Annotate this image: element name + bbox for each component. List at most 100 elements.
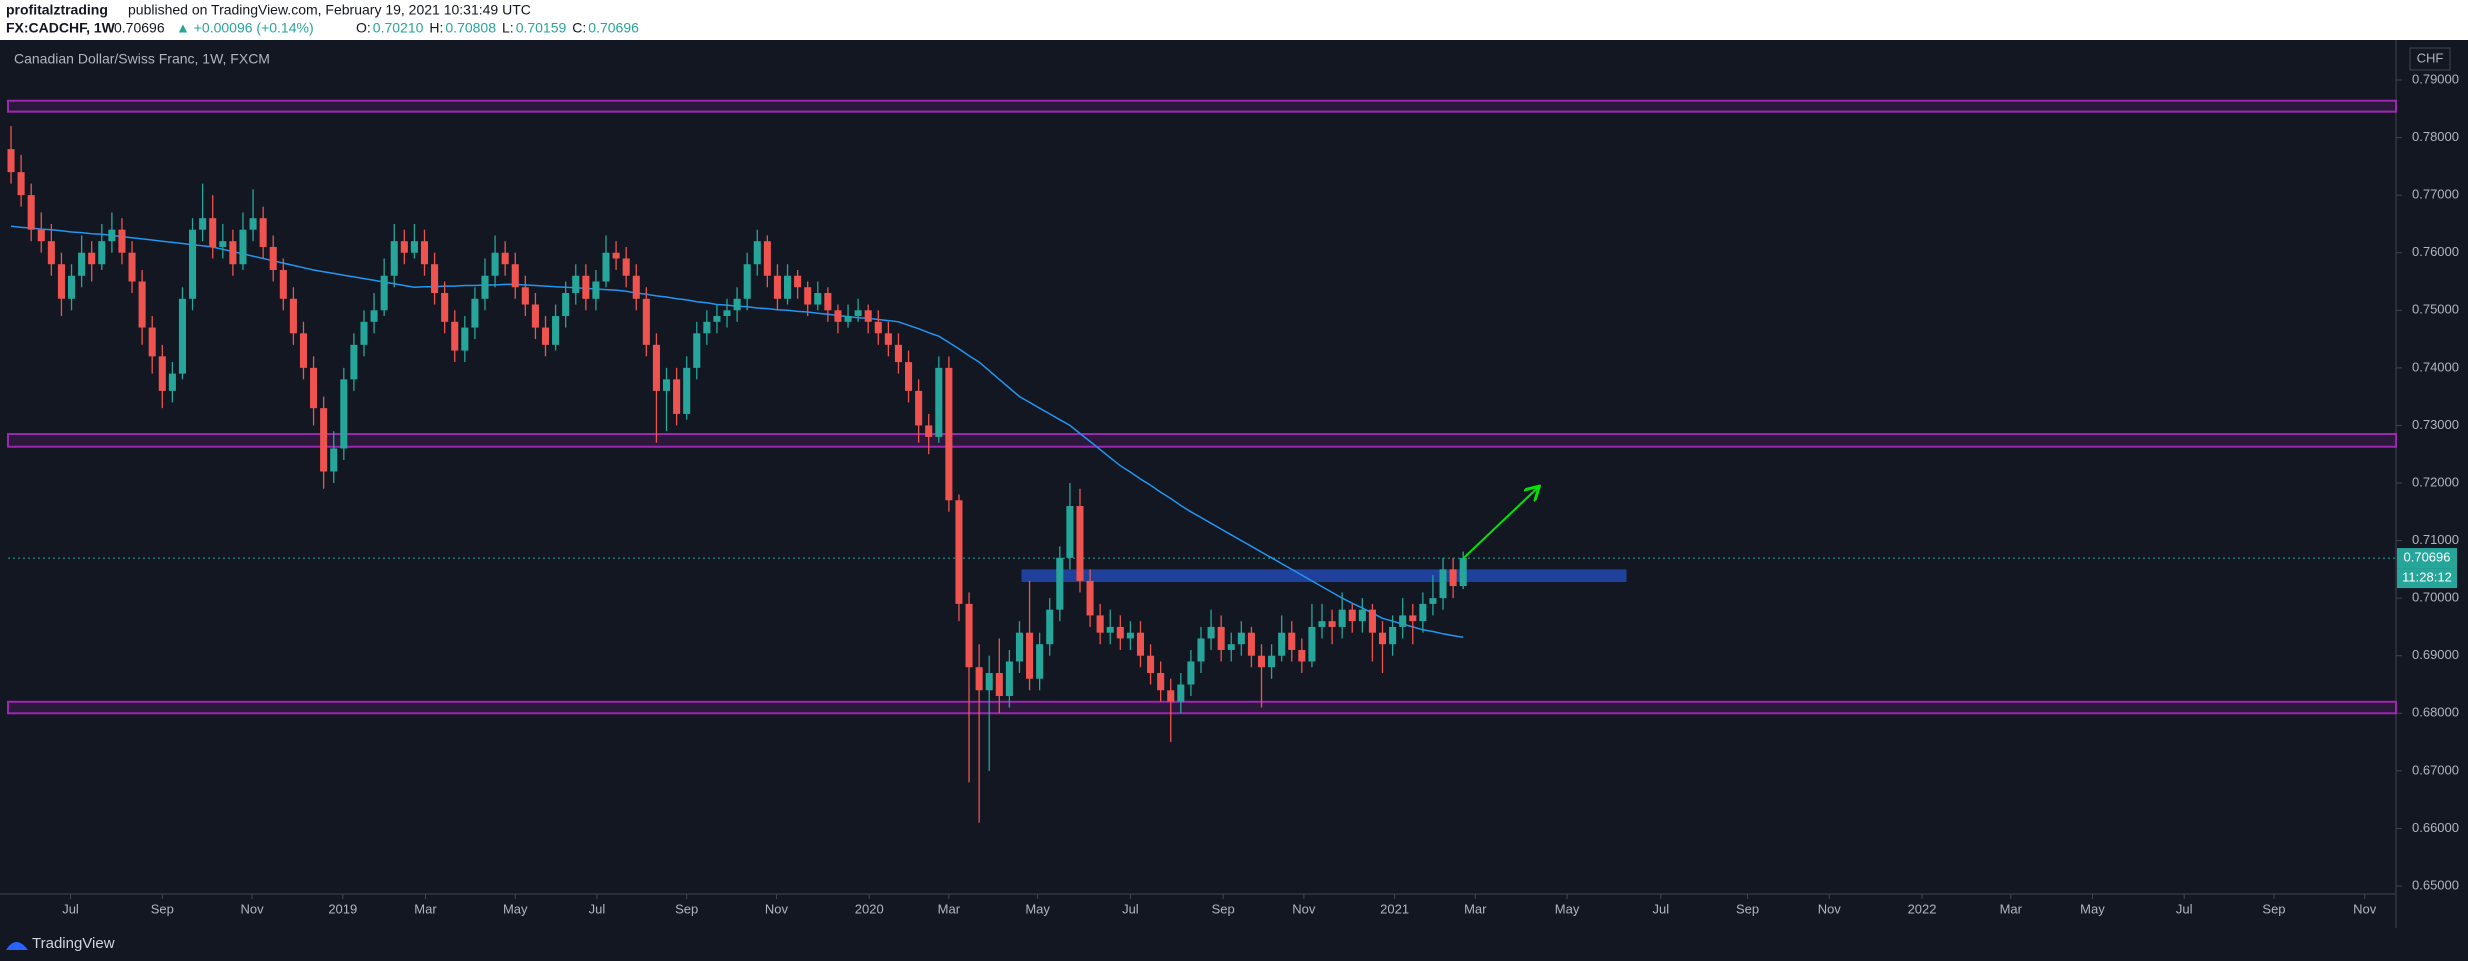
candle-body: [148, 327, 156, 357]
quote-label: C:: [572, 20, 586, 36]
candle-body: [1358, 609, 1366, 622]
candle-body: [330, 448, 338, 472]
candle-body: [1005, 661, 1013, 697]
candle-body: [1257, 655, 1266, 668]
candle-body: [461, 327, 469, 351]
candle-body: [1015, 632, 1024, 662]
candle-body: [1237, 632, 1245, 645]
candle-body: [743, 264, 751, 299]
x-tick-label: Sep: [675, 901, 698, 916]
x-tick-label: May: [503, 901, 528, 916]
candle-body: [78, 252, 86, 276]
candle-body: [289, 298, 297, 334]
y-tick-label: 0.71000: [2412, 532, 2459, 547]
candle-body: [1197, 638, 1205, 662]
zone: [7, 433, 2397, 448]
y-tick-label: 0.76000: [2412, 244, 2459, 259]
candle-body: [894, 344, 902, 363]
candle-body: [491, 252, 499, 276]
x-tick-label: 2019: [328, 901, 357, 916]
candle-body: [1348, 609, 1356, 622]
candle-body: [773, 275, 781, 299]
candle-body: [219, 241, 227, 247]
candle-body: [1096, 615, 1104, 633]
last-price-tag: [2397, 548, 2457, 569]
candle-body: [68, 275, 76, 299]
candle-body: [138, 281, 146, 328]
candle-body: [481, 275, 489, 299]
x-tick-label: May: [2080, 901, 2105, 916]
candle-body: [259, 218, 267, 247]
y-tick-label: 0.79000: [2412, 71, 2459, 86]
candle-body: [1429, 598, 1437, 604]
y-tick-label: 0.68000: [2412, 705, 2459, 720]
candle-body: [471, 298, 479, 328]
candle-body: [360, 321, 368, 345]
candle-body: [521, 287, 529, 305]
candle-body: [57, 264, 65, 299]
candle-body: [662, 379, 671, 391]
candle-body: [158, 356, 166, 391]
candle-body: [1247, 632, 1255, 656]
y-tick-label: 0.72000: [2412, 474, 2459, 489]
candle-body: [178, 298, 186, 374]
candle-body: [874, 321, 882, 334]
candle-body: [1136, 632, 1145, 656]
candle-body: [1278, 632, 1286, 656]
candle-body: [783, 275, 792, 299]
x-tick-label: Mar: [414, 901, 437, 916]
candle-body: [229, 241, 237, 265]
header-last: 0.70696: [114, 20, 165, 36]
candle-body: [390, 241, 398, 276]
quote-value: 0.70808: [445, 20, 496, 36]
candle-body: [1288, 632, 1296, 650]
candle-body: [279, 269, 287, 299]
candle-body: [1439, 569, 1447, 599]
candle-body: [128, 252, 136, 282]
x-tick-label: 2020: [855, 901, 884, 916]
currency: CHF: [2417, 50, 2444, 65]
x-tick-label: Jul: [1122, 901, 1139, 916]
candle-body: [1409, 615, 1417, 622]
candle-body: [1056, 557, 1064, 610]
candle-body: [1449, 569, 1457, 587]
candle-body: [1318, 621, 1326, 627]
candle-body: [652, 344, 660, 391]
candle-body: [1389, 626, 1397, 645]
candle-body: [763, 241, 771, 276]
candle-body: [935, 367, 943, 437]
x-tick-label: Jul: [589, 901, 606, 916]
x-tick-label: Sep: [151, 901, 174, 916]
candle-body: [612, 252, 620, 259]
x-tick-label: Nov: [240, 901, 264, 916]
currency-box: [2409, 47, 2451, 71]
candle-body: [562, 293, 570, 317]
candle-body: [814, 293, 822, 305]
x-tick-label: 2021: [1380, 901, 1409, 916]
candle-body: [572, 275, 580, 294]
header-bar: [0, 0, 2468, 40]
candle-body: [965, 603, 973, 668]
candle-body: [1026, 632, 1034, 679]
candle-body: [622, 258, 630, 276]
candle-body: [884, 333, 892, 345]
candle-body: [380, 275, 388, 311]
x-tick-label: Jul: [1653, 901, 1670, 916]
resistance-box: [1021, 569, 1627, 583]
candle-body: [269, 246, 277, 270]
x-tick-label: Mar: [938, 901, 961, 916]
candle-body: [17, 172, 25, 196]
quote-value: 0.70159: [516, 20, 567, 36]
candle-body: [239, 229, 247, 265]
candle-body: [340, 379, 348, 449]
candle-body: [199, 218, 207, 230]
candle-body: [1378, 632, 1387, 645]
quote-label: O:: [356, 20, 371, 36]
candle-body: [1268, 655, 1276, 668]
candle-body: [733, 298, 741, 311]
candle-body: [1036, 644, 1044, 679]
y-tick-label: 0.67000: [2412, 762, 2459, 777]
candle-body: [98, 241, 106, 265]
candle-body: [1227, 644, 1235, 650]
y-tick-label: 0.69000: [2412, 647, 2459, 662]
